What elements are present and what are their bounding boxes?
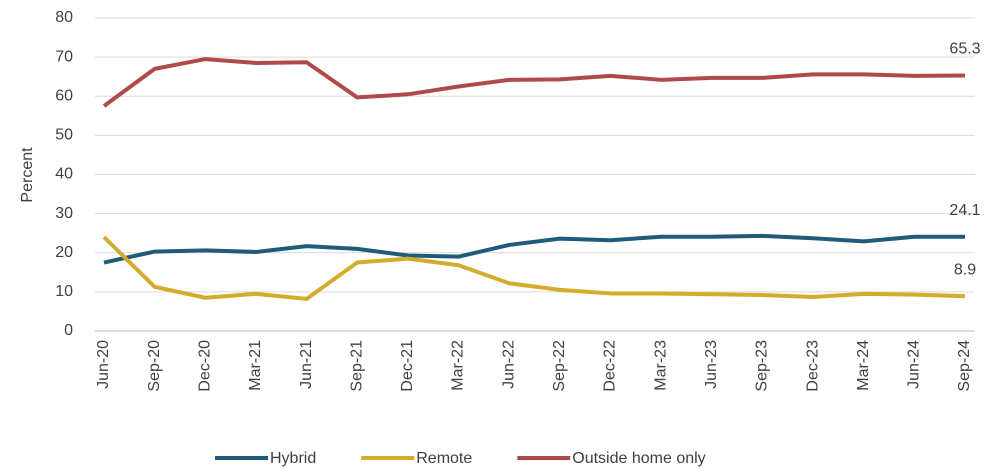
legend-label: Remote bbox=[416, 450, 472, 467]
legend-label: Outside home only bbox=[572, 450, 705, 467]
x-tick-label: Jun-23 bbox=[703, 340, 720, 389]
x-tick-label: Mar-21 bbox=[247, 340, 264, 391]
series-line bbox=[102, 57, 966, 108]
y-tick-label: 20 bbox=[55, 244, 73, 261]
x-tick-label: Dec-23 bbox=[804, 340, 821, 392]
y-tick-label: 80 bbox=[55, 9, 73, 26]
data-label: 65.3 bbox=[949, 41, 980, 58]
x-tick-label: Jun-20 bbox=[95, 340, 112, 389]
x-tick-label: Mar-22 bbox=[450, 340, 467, 391]
x-tick-label: Mar-24 bbox=[855, 340, 872, 391]
y-tick-label: 40 bbox=[55, 166, 73, 183]
y-tick-label: 30 bbox=[55, 205, 73, 222]
series-line bbox=[102, 235, 966, 301]
x-tick-label: Sep-21 bbox=[348, 340, 365, 392]
data-label: 8.9 bbox=[954, 261, 976, 278]
x-tick-label: Sep-23 bbox=[754, 340, 771, 392]
y-axis-label: Percent bbox=[19, 147, 36, 203]
y-tick-label: 10 bbox=[55, 283, 73, 300]
x-tick-label: Sep-22 bbox=[551, 340, 568, 392]
x-tick-label: Dec-20 bbox=[197, 340, 214, 392]
y-tick-label: 0 bbox=[64, 322, 73, 339]
x-tick-label: Mar-23 bbox=[652, 340, 669, 391]
y-tick-label: 70 bbox=[55, 48, 73, 65]
x-tick-label: Jun-21 bbox=[298, 340, 315, 389]
x-tick-label: Dec-21 bbox=[399, 340, 416, 392]
y-tick-label: 60 bbox=[55, 87, 73, 104]
x-tick-label: Dec-22 bbox=[602, 340, 619, 392]
series-line bbox=[103, 233, 965, 265]
y-tick-label: 50 bbox=[55, 127, 73, 144]
x-tick-label: Sep-24 bbox=[956, 340, 973, 392]
x-tick-label: Sep-20 bbox=[146, 340, 163, 392]
data-label: 24.1 bbox=[949, 202, 980, 219]
x-tick-label: Jun-24 bbox=[906, 340, 923, 389]
x-tick-label: Jun-22 bbox=[500, 340, 517, 389]
legend-label: Hybrid bbox=[270, 450, 316, 467]
